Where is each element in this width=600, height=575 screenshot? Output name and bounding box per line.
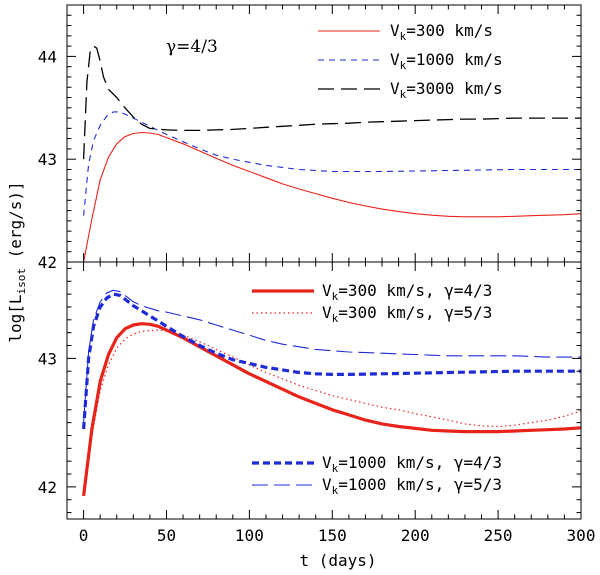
bottom-legend-2-label-tail: =1000 km/s, γ=4/3 [338,453,502,472]
top-y-tick-label: 42 [38,253,57,272]
bottom-y-tick-label: 42 [38,478,57,497]
top-legend-1-label: Vk=1000 km/s [390,50,503,72]
bottom-legend-1-label-subscript: k [332,312,339,325]
top-legend-2-label-tail: =3000 km/s [406,79,502,98]
bottom-legend-0-label-tail: =300 km/s, γ=4/3 [338,281,492,300]
bottom-legend-2-label-subscript: k [332,462,339,475]
x-tick-label: 300 [567,526,596,545]
top-legend-1-label-subscript: k [400,59,407,72]
bottom-y-tick-label: 43 [38,349,57,368]
y-axis-label-main: log[L [6,295,25,343]
y-axis-label-tail: (erg/s)] [6,181,25,268]
bottom-legend-1-label: Vk=300 km/s, γ=5/3 [322,303,492,325]
top-legend-0-label-subscript: k [400,30,407,43]
bottom-y-tick-labels: 42 43 [38,349,57,497]
bottom-legend-2-label-main: V [322,453,332,472]
bottom-legend-0-label-main: V [322,281,332,300]
top-y-tick-labels: 42 43 44 [38,47,57,272]
top-y-tick-label: 44 [38,47,57,66]
top-gamma-annotation: γ=4/3 [166,37,218,57]
y-axis-label: log[Lisot (erg/s)] [6,181,28,342]
bottom-legend-3-label: Vk=1000 km/s, γ=5/3 [322,475,502,497]
top-legend-2-label-subscript: k [400,88,407,101]
bottom-series-2-line [82,292,581,430]
bottom-legend-0-label: Vk=300 km/s, γ=4/3 [322,281,492,303]
x-tick-label: 0 [79,526,89,545]
top-legend-0-label: Vk=300 km/s [390,21,493,43]
top-series-1-line [83,111,581,216]
bottom-legend-3-label-subscript: k [332,484,339,497]
bottom-series-3-line [83,289,581,423]
x-tick-label: 250 [484,526,513,545]
top-legend-0-label-main: V [390,21,400,40]
bottom-ticks [67,262,582,519]
top-series-2-line [82,45,581,160]
bottom-plot-area [82,289,581,497]
top-legend-1-label-main: V [390,50,400,69]
top-ticks [67,4,582,263]
bottom-axes-frame [66,261,582,520]
x-tick-label: 100 [235,526,264,545]
top-legend-0-label-tail: =300 km/s [406,21,493,40]
top-series-0-line [83,131,581,262]
x-axis-label: t (days) [299,551,376,570]
top-y-tick-label: 43 [38,150,57,169]
bottom-legend-0-label-subscript: k [332,290,339,303]
bottom-legend-3-label-tail: =1000 km/s, γ=5/3 [338,475,502,494]
bottom-legend-2-label: Vk=1000 km/s, γ=4/3 [322,453,502,475]
bottom-legend-1-label-main: V [322,303,332,322]
y-axis-label-subscript: isot [15,268,28,295]
bottom-legend-1-label-tail: =300 km/s, γ=5/3 [338,303,492,322]
x-tick-labels: 0 50 100 150 200 250 300 [79,526,596,545]
top-legend-2-label-main: V [390,79,400,98]
x-tick-label: 150 [318,526,347,545]
bottom-legend-3-label-main: V [322,475,332,494]
bottom-legend: Vk=300 km/s, γ=4/3Vk=300 km/s, γ=5/3Vk=1… [252,281,502,497]
top-plot-area [82,45,581,262]
bottom-series-1-line [83,329,581,487]
top-legend: Vk=300 km/sVk=1000 km/sVk=3000 km/s [318,21,503,101]
x-tick-label: 200 [401,526,430,545]
top-legend-2-label: Vk=3000 km/s [390,79,503,101]
top-legend-1-label-tail: =1000 km/s [406,50,502,69]
x-tick-label: 50 [157,526,176,545]
bottom-series-0-line [82,322,581,497]
